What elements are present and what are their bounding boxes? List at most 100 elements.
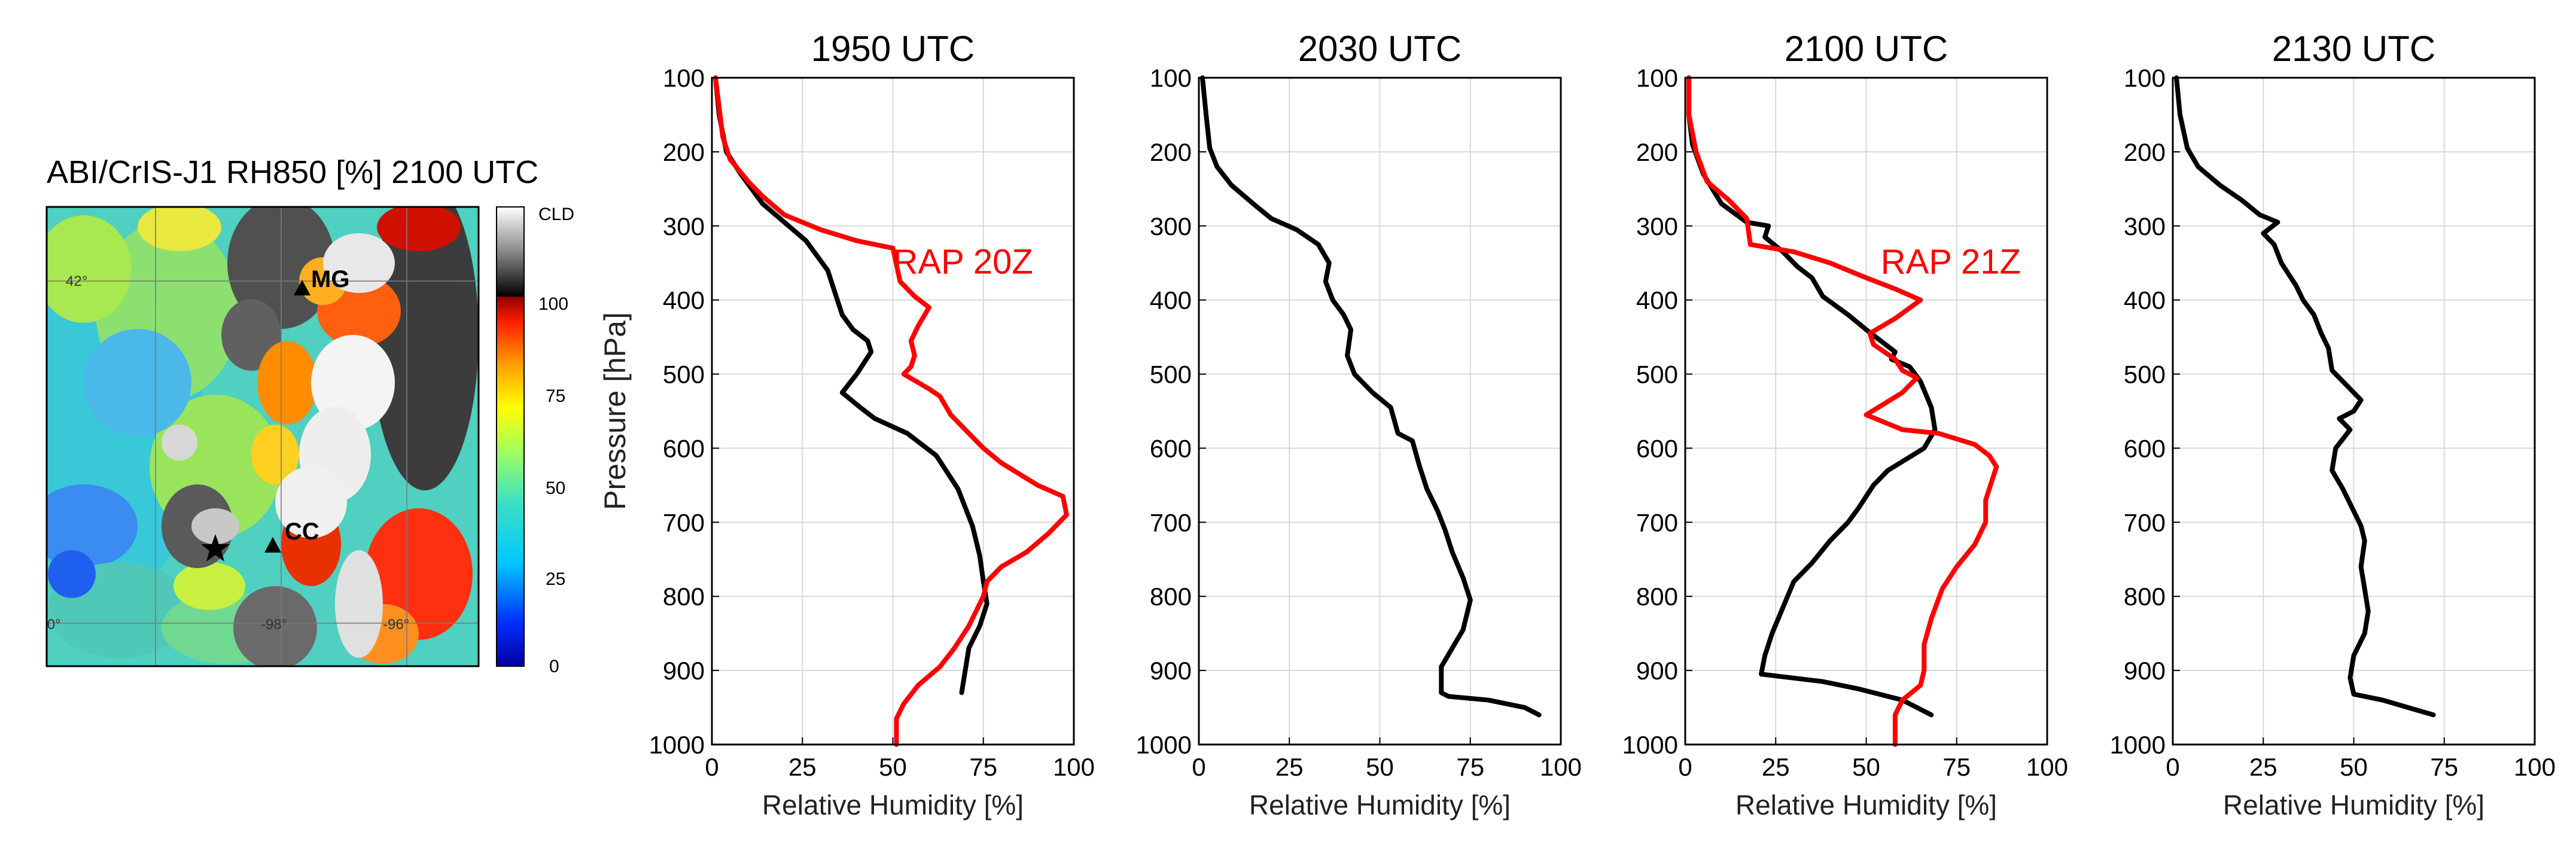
abi-cris-profile-line	[2174, 75, 2436, 718]
rap-annotation: RAP 20Z	[893, 243, 1033, 282]
y-tick-label: 700	[663, 508, 705, 536]
y-tick-label: 1000	[1622, 731, 1678, 759]
rh850-map-panel: ABI/CrIS-J1 RH850 [%] 2100 UTC	[26, 154, 574, 676]
x-tick-label: 50	[1366, 753, 1394, 781]
x-tick-label: 0	[1192, 753, 1205, 781]
y-tick-label: 300	[1636, 212, 1678, 240]
chart-panel: 0 25 50 75 100 100 200 300 400 500 600 700 800 900 100…	[1622, 29, 2068, 820]
abi-cris-profile-line	[713, 75, 989, 695]
map-colorbar: CLD 100 75 50 25 0	[496, 205, 574, 676]
x-tick-label: 25	[2249, 753, 2277, 781]
y-tick-label: 800	[1636, 582, 1678, 611]
x-tick-label: 100	[1540, 753, 1582, 781]
colorbar-tick-label: 25	[546, 569, 565, 589]
y-tick-label: 800	[2124, 582, 2166, 611]
y-axis-label: Pressure [hPa]	[598, 312, 632, 510]
colorbar-tick-label: 50	[546, 478, 565, 498]
lon-label: -96°	[383, 617, 409, 633]
y-tick-label: 100	[2124, 64, 2166, 92]
y-tick-label: 400	[2124, 286, 2166, 315]
y-tick-label: 400	[1636, 286, 1678, 315]
chart-panel: 0 25 50 75 100 100 200 300 400 500 600 700 800 900 100…	[1136, 29, 1582, 820]
colorbar-cld-label: CLD	[538, 205, 574, 224]
y-tick-label: 1000	[2110, 731, 2166, 759]
abi-cris-profile-line	[1200, 75, 1542, 718]
y-tick-label: 100	[663, 64, 705, 92]
y-tick-label: 700	[1636, 508, 1678, 536]
y-tick-label: 700	[1150, 508, 1192, 536]
rh850-map-image: 42° -100° -98° -96° MG CC	[26, 207, 479, 666]
colorbar-tick-label: 100	[538, 294, 568, 314]
map-graticule	[47, 207, 479, 666]
x-axis-label: Relative Humidity [%]	[2223, 789, 2484, 820]
x-tick-label: 100	[2026, 753, 2068, 781]
y-tick-label: 500	[663, 361, 705, 389]
x-tick-label: 0	[705, 753, 718, 781]
y-tick-label: 200	[1636, 138, 1678, 166]
y-tick-label: 500	[2124, 361, 2166, 389]
y-tick-label: 600	[1636, 434, 1678, 462]
chart-title: 2130 UTC	[2272, 29, 2435, 69]
colorbar-frame	[496, 206, 525, 667]
x-tick-label: 100	[2514, 753, 2556, 781]
y-tick-label: 900	[663, 657, 705, 685]
rap-annotation: RAP 21Z	[1881, 243, 2021, 282]
lon-label: -98°	[261, 617, 287, 633]
chart-title: 1950 UTC	[811, 29, 975, 69]
x-tick-label: 75	[1456, 753, 1484, 781]
x-tick-label: 0	[2166, 753, 2179, 781]
lat-label: 42°	[66, 273, 87, 289]
x-tick-label: 0	[1678, 753, 1692, 781]
y-tick-label: 900	[1636, 657, 1678, 685]
y-tick-label: 400	[663, 286, 705, 315]
y-tick-label: 500	[1150, 361, 1192, 389]
chart-title: 2100 UTC	[1785, 29, 1948, 69]
y-tick-label: 700	[2124, 508, 2166, 536]
chart-panel: 0 25 50 75 100 100 200 300 400 500 600 700 800 900 100…	[598, 29, 1095, 820]
y-tick-label: 800	[1150, 582, 1192, 611]
y-tick-label: 900	[2124, 657, 2166, 685]
rap-profile-line	[1686, 75, 1999, 747]
cloud-regions	[162, 233, 395, 658]
x-tick-label: 75	[2430, 753, 2458, 781]
x-tick-label: 75	[969, 753, 997, 781]
y-tick-label: 300	[663, 212, 705, 240]
station-label: CC	[285, 518, 319, 545]
x-axis-label: Relative Humidity [%]	[1249, 789, 1511, 820]
chart-title: 2030 UTC	[1298, 29, 1461, 69]
x-tick-label: 75	[1942, 753, 1971, 781]
sounding-charts: 0 25 50 75 100100200300400500600700800900100…	[598, 29, 2556, 820]
y-tick-label: 600	[663, 434, 705, 462]
station-label: MG	[311, 266, 349, 292]
y-tick-label: 600	[2124, 434, 2166, 462]
chart-panel: 0 25 50 75 100 100 200 300 400 500 600 700 800 900 100…	[2110, 29, 2556, 820]
y-tick-label: 900	[1150, 657, 1192, 685]
station-marker-icon	[264, 537, 281, 553]
rap-profile-line	[713, 75, 1069, 747]
station-marker-icon	[294, 280, 310, 295]
x-tick-label: 100	[1053, 753, 1095, 781]
map-title: ABI/CrIS-J1 RH850 [%] 2100 UTC	[47, 154, 538, 190]
colorbar-tick-label: 75	[546, 386, 565, 406]
y-tick-label: 300	[2124, 212, 2166, 240]
x-tick-label: 25	[1762, 753, 1790, 781]
x-tick-label: 50	[879, 753, 907, 781]
colorbar-cloud-segment	[497, 207, 524, 297]
x-tick-label: 25	[788, 753, 817, 781]
y-tick-label: 200	[663, 138, 705, 166]
x-tick-label: 50	[2340, 753, 2368, 781]
y-tick-label: 100	[1150, 64, 1192, 92]
abi-cris-profile-line	[1686, 75, 1938, 718]
x-tick-label: 25	[1275, 753, 1304, 781]
y-tick-label: 100	[1636, 64, 1678, 92]
y-tick-label: 600	[1150, 434, 1192, 462]
y-tick-label: 400	[1150, 286, 1192, 315]
x-axis-label: Relative Humidity [%]	[762, 789, 1024, 820]
y-tick-label: 500	[1636, 361, 1678, 389]
star-location-icon	[201, 534, 230, 562]
lon-label: -100°	[26, 617, 61, 633]
x-tick-label: 50	[1852, 753, 1880, 781]
y-tick-label: 1000	[649, 731, 705, 759]
